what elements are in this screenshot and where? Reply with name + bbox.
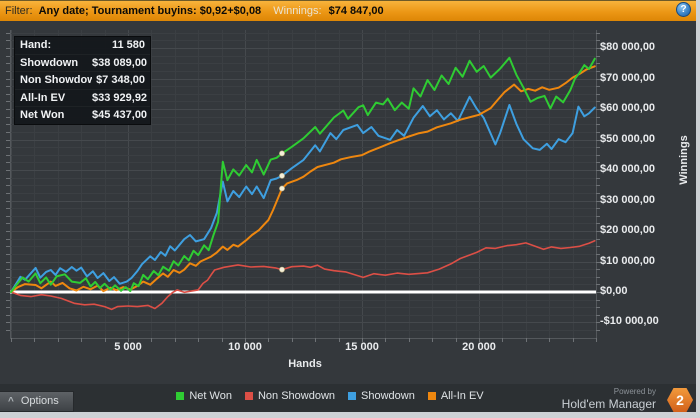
- series-net-won: [10, 56, 596, 293]
- y-tick-label: -$10 000,00: [600, 315, 659, 328]
- y-tick-label: $0,00: [600, 285, 628, 297]
- legend-label: All-In EV: [440, 390, 484, 402]
- legend-item-showdown[interactable]: Showdown: [348, 390, 415, 402]
- tooltip-stat-label: Non Showdown: [20, 74, 92, 86]
- options-button[interactable]: ^ Options: [0, 391, 74, 412]
- tooltip-row: All-In EV $33 929,92: [15, 90, 150, 107]
- y-tick-label: $70 000,00: [600, 71, 656, 84]
- hover-marker-all-in-ev: [279, 185, 285, 192]
- filter-criteria: Any date; Tournament buyins: $0,92+$0,08: [38, 5, 262, 17]
- legend-swatch-icon: [176, 392, 185, 400]
- y-tick-label: $60 000,00: [600, 102, 656, 114]
- tooltip-stat-label: Net Won: [20, 109, 65, 121]
- tooltip-stat-label: All-In EV: [20, 91, 66, 104]
- y-tick-label: $30 000,00: [600, 193, 656, 206]
- legend-label: Non Showdown: [257, 390, 336, 402]
- series-showdown: [10, 95, 596, 293]
- x-axis-title: Hands: [288, 358, 322, 370]
- hover-marker-non-showdown: [279, 266, 285, 273]
- chevron-up-icon: ^: [8, 396, 14, 407]
- tooltip-row: Non Showdown $7 348,00: [15, 72, 150, 90]
- winnings-value: $74 847,00: [328, 5, 384, 17]
- y-axis-title: Winnings: [678, 135, 690, 185]
- tooltip-stat-value: $7 348,00: [96, 74, 145, 86]
- series-all-in-ev: [10, 65, 596, 293]
- y-tick-label: $10 000,00: [600, 254, 656, 267]
- brand-name: Hold'em Manager: [561, 397, 656, 411]
- filter-bar: Filter: Any date; Tournament buyins: $0,…: [0, 0, 696, 21]
- tooltip-stat-label: Showdown: [20, 56, 79, 69]
- legend-label: Showdown: [361, 390, 415, 402]
- hover-marker-showdown: [279, 172, 285, 179]
- legend-item-non-showdown[interactable]: Non Showdown: [244, 390, 336, 402]
- tooltip-stat-label: Hand:: [20, 39, 52, 51]
- legend: Net Won Non Showdown Showdown All-In EV: [50, 390, 610, 402]
- tooltip-stat-value: $38 089,00: [92, 56, 148, 69]
- y-tick-label: $20 000,00: [600, 224, 656, 236]
- x-tick-label: 15 000: [345, 341, 379, 353]
- legend-swatch-icon: [244, 392, 253, 400]
- legend-item-net-won[interactable]: Net Won: [176, 390, 232, 402]
- legend-swatch-icon: [427, 392, 436, 400]
- y-tick-label: $80 000,00: [600, 41, 656, 53]
- footer-band: [0, 384, 696, 412]
- winnings-label: Winnings:: [273, 5, 322, 17]
- tooltip-stat-value: $45 437,00: [92, 109, 148, 121]
- y-tick-label: $50 000,00: [600, 132, 656, 145]
- tooltip-row: Showdown $38 089,00: [15, 55, 150, 72]
- hover-marker-net-won: [279, 150, 285, 157]
- series-non-showdown: [10, 240, 596, 311]
- hover-stats-tooltip: Hand: 11 580 Showdown $38 089,00 Non Showdow…: [14, 36, 151, 125]
- legend-item-all-in-ev[interactable]: All-In EV: [427, 390, 484, 402]
- tooltip-stat-value: 11 580: [111, 39, 145, 51]
- tooltip-stat-value: $33 929,92: [92, 91, 148, 104]
- x-tick-label: 20 000: [462, 341, 496, 353]
- options-label: Options: [20, 395, 59, 407]
- filter-label: Filter:: [5, 5, 33, 17]
- tooltip-row: Net Won $45 437,00: [15, 107, 150, 124]
- help-icon[interactable]: ?: [676, 2, 691, 17]
- powered-by-label: Powered by: [613, 387, 656, 396]
- legend-swatch-icon: [348, 392, 357, 400]
- x-tick-label: 10 000: [228, 341, 262, 353]
- tooltip-row: Hand: 11 580: [15, 37, 150, 55]
- legend-label: Net Won: [189, 390, 232, 402]
- x-tick-label: 5 000: [114, 341, 142, 353]
- powered-by-block: Powered by Hold'em Manager: [562, 386, 656, 410]
- y-tick-label: $40 000,00: [600, 163, 656, 175]
